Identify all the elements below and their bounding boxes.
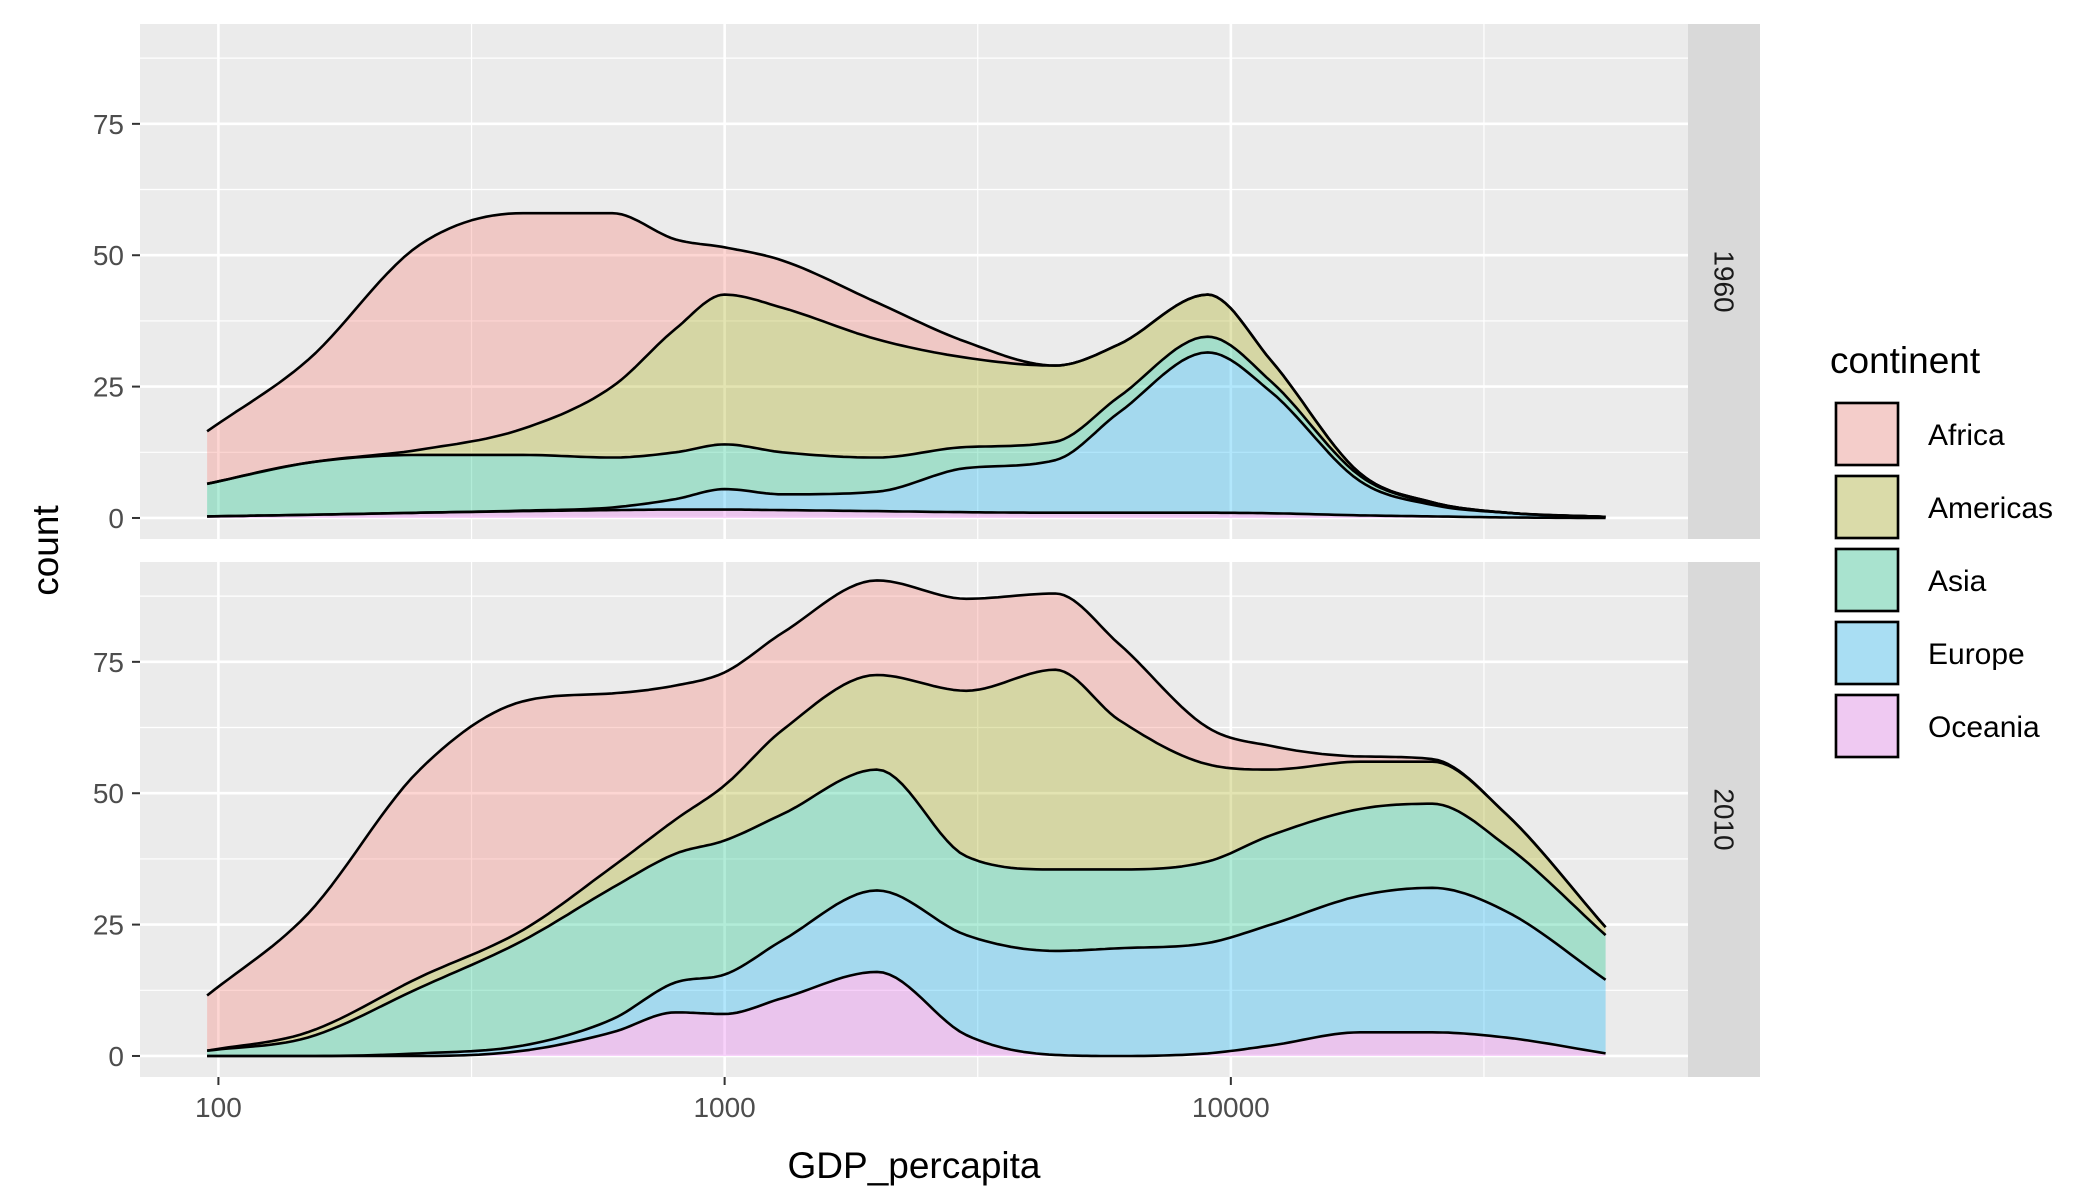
area-asia-1960 <box>207 336 1606 517</box>
legend-label: Africa <box>1928 419 2005 452</box>
legend-item-oceania: Oceania <box>1834 693 2040 759</box>
legend-key-background <box>1834 620 1900 686</box>
x-tick-label: 100 <box>195 1092 242 1123</box>
legend: continent Africa Americas Asia Europe Oceani… <box>1830 340 2053 759</box>
y-tick-label: 0 <box>108 1041 124 1072</box>
y-axis-title: count <box>25 505 66 596</box>
y-tick-label: 75 <box>93 109 124 140</box>
line-oceania-1960 <box>207 508 1606 520</box>
facet-strip <box>1688 562 1760 1077</box>
legend-title: continent <box>1830 340 1981 381</box>
legend-key-background <box>1834 474 1900 540</box>
area-asia-2010 <box>207 769 1606 1056</box>
area-africa-1960 <box>207 213 1606 517</box>
y-tick-label: 25 <box>93 372 124 403</box>
facet-strip-label: 1960 <box>1709 250 1740 312</box>
legend-item-europe: Europe <box>1834 620 2025 686</box>
legend-key-background <box>1834 693 1900 759</box>
area-oceania-2010 <box>207 971 1606 1056</box>
line-oceania-2010 <box>207 970 1606 1058</box>
line-asia-1960 <box>206 335 1606 519</box>
y-tick-label: 50 <box>93 240 124 271</box>
x-tick-label: 1000 <box>693 1092 755 1123</box>
line-africa-2010 <box>206 579 1607 997</box>
line-americas-2010 <box>206 668 1607 1052</box>
x-axis-title: GDP_percapita <box>788 1145 1041 1186</box>
facet-strip-label: 2010 <box>1709 788 1740 850</box>
line-americas-1960 <box>206 293 1606 519</box>
legend-label: Asia <box>1928 565 1987 598</box>
legend-item-africa: Africa <box>1834 401 2005 467</box>
legend-swatch <box>1834 474 1900 540</box>
legend-label: Europe <box>1928 638 2025 671</box>
area-americas-2010 <box>207 669 1606 1051</box>
panel-2010: 0 25 50 75 2010 <box>93 562 1760 1077</box>
legend-swatch <box>1834 547 1900 613</box>
line-europe-2010 <box>207 886 1607 1058</box>
y-tick-label: 25 <box>93 910 124 941</box>
legend-swatch <box>1834 693 1900 759</box>
legend-item-asia: Asia <box>1834 547 1987 613</box>
facet-strip <box>1688 24 1760 539</box>
legend-swatch <box>1834 620 1900 686</box>
legend-key-background <box>1834 401 1900 467</box>
panel-1960: 0 25 50 75 1960 <box>93 24 1760 539</box>
legend-label: Oceania <box>1928 711 2040 744</box>
x-tick-label: 10000 <box>1192 1092 1270 1123</box>
area-africa-2010 <box>207 580 1606 1051</box>
area-europe-1960 <box>207 352 1606 518</box>
x-axis: 100 1000 10000 <box>195 1077 1270 1123</box>
y-tick-label: 75 <box>93 647 124 678</box>
y-tick-label: 50 <box>93 778 124 809</box>
legend-item-americas: Americas <box>1834 474 2053 540</box>
y-tick-label: 0 <box>108 503 124 534</box>
area-americas-1960 <box>207 294 1606 517</box>
legend-swatch <box>1834 401 1900 467</box>
legend-key-background <box>1834 547 1900 613</box>
chart-panels: 0 25 50 75 1960 0 25 50 75 2010 <box>93 24 1760 1077</box>
legend-label: Americas <box>1928 492 2053 525</box>
line-asia-2010 <box>206 768 1607 1052</box>
